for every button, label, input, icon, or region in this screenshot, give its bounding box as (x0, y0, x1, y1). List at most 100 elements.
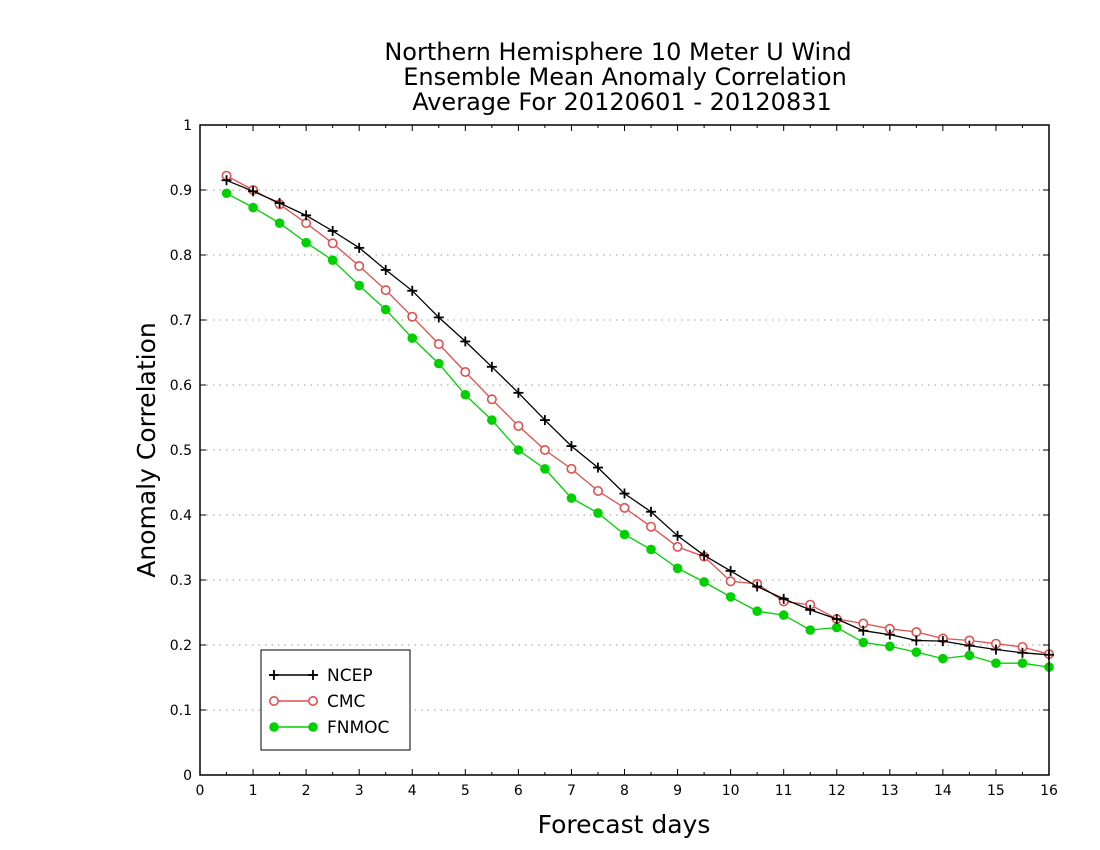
data-point-ncep (221, 175, 232, 186)
y-tick-labels: 0 0.1 0.2 0.3 0.4 0.5 0.6 0.7 0.8 0.9 1 (170, 118, 192, 784)
data-point-ncep (884, 629, 895, 640)
data-point-ncep (460, 336, 471, 347)
legend-entries: NCEP CMC FNMOC (268, 666, 389, 738)
data-point-cmc (433, 339, 444, 350)
data-point-ncep (407, 285, 418, 296)
data-point-fnmoc (911, 647, 922, 657)
data-point-ncep (990, 644, 1001, 655)
data-point-fnmoc (274, 218, 285, 228)
data-point-cmc (460, 366, 471, 377)
x-tick-label: 16 (1040, 783, 1058, 799)
data-point-fnmoc (646, 544, 656, 555)
data-point-fnmoc (805, 625, 816, 635)
y-tick-label: 0.2 (170, 638, 192, 654)
title-line-1: Northern Hemisphere 10 Meter U Wind (384, 38, 851, 66)
data-point-cmc (513, 420, 524, 431)
data-point-cmc (592, 485, 603, 496)
series-fnmoc (221, 188, 1054, 672)
data-point-fnmoc (301, 237, 311, 248)
data-point-cmc (380, 285, 391, 296)
data-point-fnmoc (991, 658, 1001, 669)
data-point-fnmoc (619, 529, 630, 540)
y-tick-label: 0 (183, 768, 192, 784)
y-tick-label: 0.8 (170, 248, 192, 264)
x-tick-label: 10 (722, 783, 740, 799)
data-point-ncep (433, 312, 444, 323)
legend-marker (269, 722, 279, 732)
title-line-2: Ensemble Mean Anomaly Correlation (403, 63, 847, 91)
data-point-ncep (539, 415, 550, 426)
data-point-cmc (486, 394, 497, 405)
legend-marker (268, 695, 279, 706)
data-point-fnmoc (593, 508, 603, 518)
data-point-ncep (672, 530, 683, 541)
plot-frame (199, 124, 1050, 776)
data-point-ncep (725, 565, 736, 576)
x-tick-labels: 0 1 2 3 4 5 6 7 8 9 10 11 12 13 14 15 16 (196, 783, 1058, 799)
x-tick-label: 7 (567, 783, 576, 799)
data-point-fnmoc (513, 445, 524, 455)
data-point-ncep (778, 593, 789, 604)
legend-box (260, 649, 411, 751)
data-point-fnmoc (858, 637, 869, 648)
data-point-fnmoc (407, 333, 418, 344)
data-point-ncep (699, 550, 710, 561)
x-tick-label: 1 (249, 783, 258, 799)
y-tick-label: 0.9 (170, 183, 192, 199)
grid-lines (200, 189, 1049, 711)
data-series (221, 170, 1055, 672)
data-point-ncep (248, 186, 259, 197)
y-axis-label: Anomaly Correlation (132, 322, 161, 577)
legend: NCEP CMC FNMOC (260, 649, 411, 751)
x-tick-label: 3 (355, 783, 364, 799)
x-tick-label: 2 (302, 783, 311, 799)
data-point-cmc (566, 463, 577, 474)
data-point-cmc (327, 238, 338, 249)
series-line-ncep (226, 179, 1050, 656)
data-point-cmc (911, 626, 922, 637)
data-point-cmc (725, 576, 736, 587)
data-point-ncep (566, 441, 577, 452)
data-point-fnmoc (327, 255, 338, 266)
data-point-ncep (513, 387, 524, 398)
series-ncep (221, 175, 1054, 660)
x-tick-label: 13 (881, 783, 899, 799)
legend-label: FNMOC (327, 718, 389, 738)
data-point-ncep (831, 614, 842, 624)
data-point-ncep (301, 210, 312, 221)
legend-marker (308, 670, 318, 680)
series-line-fnmoc (226, 192, 1050, 668)
data-point-fnmoc (1017, 658, 1028, 669)
data-point-fnmoc (725, 592, 736, 602)
data-point-ncep (619, 488, 630, 499)
data-point-ncep (380, 264, 391, 275)
x-tick-label: 4 (408, 783, 417, 799)
y-tick-label: 0.4 (170, 508, 192, 524)
legend-marker (307, 695, 318, 706)
data-point-fnmoc (778, 610, 789, 620)
series-line-cmc (226, 175, 1050, 655)
data-point-cmc (619, 502, 630, 513)
y-tick-label: 0.5 (170, 443, 192, 459)
data-point-fnmoc (885, 641, 895, 652)
data-point-fnmoc (540, 464, 550, 474)
data-point-ncep (646, 506, 657, 517)
x-tick-label: 15 (987, 783, 1005, 799)
data-point-ncep (937, 636, 948, 647)
x-tick-label: 5 (461, 783, 470, 799)
x-tick-label: 9 (673, 783, 682, 799)
data-point-fnmoc (699, 577, 709, 587)
legend-marker (269, 670, 279, 680)
data-point-cmc (539, 444, 550, 455)
data-point-fnmoc (380, 304, 391, 315)
data-point-ncep (327, 225, 338, 236)
y-tick-label: 0.7 (170, 313, 192, 329)
legend-entry-fnmoc: FNMOC (269, 718, 389, 738)
data-point-ncep (964, 640, 975, 651)
x-tick-label: 11 (775, 783, 793, 799)
data-point-fnmoc (831, 622, 842, 633)
data-point-fnmoc (938, 653, 948, 664)
data-point-fnmoc (433, 358, 444, 369)
data-point-ncep (274, 198, 285, 208)
